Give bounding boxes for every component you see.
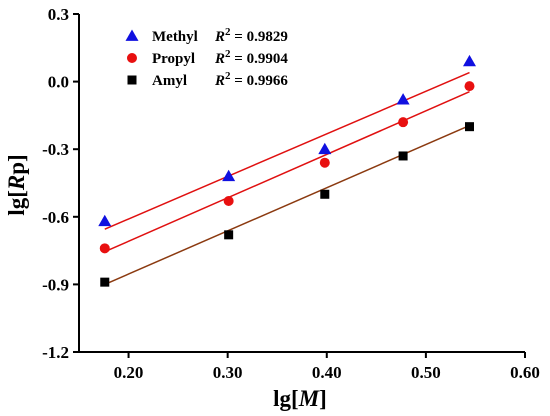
x-tick-label: 0.20 [114,363,144,382]
data-point-propyl [319,157,330,168]
x-tick-label: 0.40 [312,363,342,382]
legend-r2-methyl: R2 = 0.9829 [214,26,288,45]
y-tick-label: -0.6 [42,208,69,227]
data-point-propyl [99,243,110,254]
data-point-amyl [398,151,408,161]
legend-r2-propyl: R2 = 0.9904 [214,48,288,67]
data-point-amyl [224,230,234,240]
data-point-amyl [100,277,110,287]
data-point-methyl [396,93,410,105]
x-axis-title: lg[M] [273,386,327,411]
data-point-propyl [464,81,475,92]
data-points [98,54,476,287]
y-tick-label: -0.3 [42,140,69,159]
y-tick-label: 0.0 [48,73,69,92]
data-point-methyl [462,54,476,67]
legend-r2-amyl: R2 = 0.9966 [214,70,288,89]
fit-lines [104,71,470,286]
fit-line-methyl [104,71,470,230]
legend-marker-propyl [127,53,137,63]
legend-marker-methyl [125,29,139,41]
x-ticks: 0.20 0.30 0.40 0.50 0.60 [114,352,540,382]
y-tick-label: -0.9 [42,275,69,294]
fit-line-amyl [104,124,470,286]
legend: Methyl R2 = 0.9829 Propyl R2 = 0.9904 Amyl R2… [125,26,288,89]
legend-label-amyl: Amyl [152,73,187,89]
y-tick-label: 0.3 [48,5,69,24]
data-point-methyl [222,169,236,182]
data-point-amyl [464,122,474,132]
legend-label-methyl: Methyl [152,29,198,45]
data-point-methyl [98,214,112,227]
x-tick-label: 0.60 [510,363,540,382]
data-point-propyl [223,196,234,207]
x-tick-label: 0.50 [411,363,441,382]
data-point-propyl [398,117,409,128]
legend-label-propyl: Propyl [152,51,195,67]
legend-marker-amyl [127,75,137,85]
y-tick-label: -1.2 [42,343,69,362]
data-point-methyl [318,142,332,155]
y-ticks: -1.2 -0.9 -0.6 -0.3 0.0 0.3 [42,5,79,362]
data-point-amyl [320,189,330,199]
fit-line-propyl [104,91,470,253]
x-tick-label: 0.30 [213,363,243,382]
y-axis-title: lg[Rp] [4,154,29,215]
